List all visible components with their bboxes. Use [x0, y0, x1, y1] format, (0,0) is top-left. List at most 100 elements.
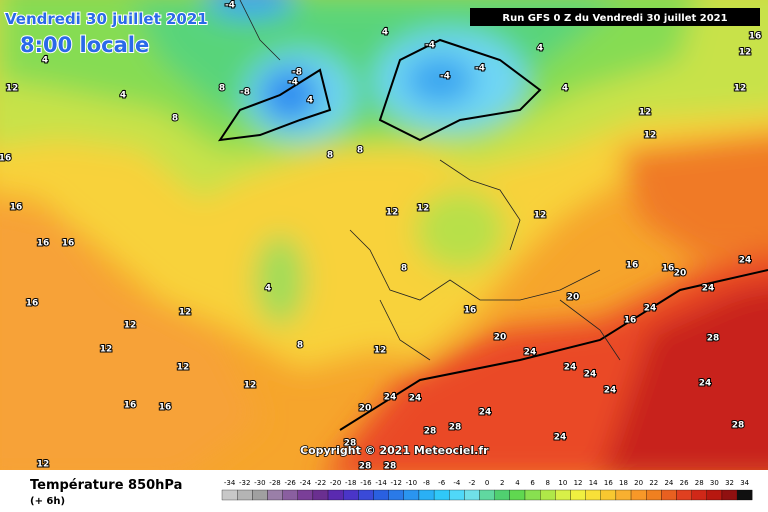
contour-label: 12: [100, 345, 113, 355]
colorbar-tick-label: -10: [406, 479, 417, 487]
colorbar-swatch: [449, 489, 465, 501]
contour-label: 24: [479, 408, 492, 418]
colorbar-tick-label: -16: [360, 479, 372, 487]
contour-label: 24: [409, 394, 422, 404]
contour-label: 16: [124, 401, 137, 411]
colorbar-swatch: [343, 489, 359, 501]
contour-label: 16: [159, 403, 172, 413]
colorbar-tick-label: -18: [345, 479, 356, 487]
colorbar-swatch: [736, 489, 753, 501]
contour-label: -4: [225, 1, 235, 11]
colorbar-tick-label: 18: [619, 479, 628, 487]
colorbar-tick-label: 14: [589, 479, 598, 487]
colorbar-tick-label: -20: [330, 479, 341, 487]
contour-label: -8: [292, 68, 302, 78]
colorbar-tick-label: 22: [649, 479, 658, 487]
colorbar-swatch: [676, 489, 692, 501]
colorbar-swatch: [267, 489, 283, 501]
colorbar-tick-label: -28: [269, 479, 280, 487]
run-box: [470, 8, 760, 26]
contour-label: 8: [219, 84, 225, 94]
legend-subtitle: (+ 6h): [30, 496, 65, 507]
colorbar-tick-label: -6: [438, 479, 446, 487]
colorbar-swatch: [661, 489, 677, 501]
contour-label: 16: [624, 316, 637, 326]
colorbar-swatch: [433, 489, 450, 501]
colorbar-swatch: [418, 489, 435, 501]
colorbar-swatch: [479, 489, 495, 501]
contour-label: 12: [386, 208, 399, 218]
contour-label: 20: [494, 333, 507, 343]
colorbar-tick-label: -26: [284, 479, 296, 487]
contour-label: 12: [417, 204, 430, 214]
colorbar-tick-label: -24: [300, 479, 312, 487]
colorbar-tick-label: 4: [515, 479, 520, 487]
contour-label: 16: [749, 32, 762, 42]
colorbar-swatch: [706, 489, 723, 501]
colorbar-tick-label: -12: [391, 479, 402, 487]
colorbar-tick-label: 34: [740, 479, 749, 487]
colorbar-swatch: [646, 489, 662, 501]
colorbar-tick-label: -32: [239, 479, 250, 487]
colorbar-swatch: [524, 489, 541, 501]
contour-label: 24: [644, 304, 657, 314]
contour-label: -4: [288, 78, 298, 88]
colorbar-tick-label: 30: [710, 479, 719, 487]
colorbar-swatch: [615, 489, 632, 501]
colorbar-swatch: [691, 489, 707, 501]
colorbar-swatch: [236, 489, 253, 501]
contour-label: 4: [265, 284, 271, 294]
contour-label: 12: [179, 308, 192, 318]
colorbar-tick-label: 10: [558, 479, 567, 487]
colorbar-swatch: [327, 489, 344, 501]
contour-label: 28: [449, 423, 462, 433]
contour-label: 16: [464, 306, 477, 316]
contour-label: 12: [639, 108, 652, 118]
contour-label: 4: [382, 28, 388, 38]
colorbar: -34 -32 -30 -28 -26 -24 -22 -20 -18 -16 -14 -12 -10-…: [221, 479, 753, 501]
contour-label: 16: [62, 239, 75, 249]
contour-label: 28: [732, 421, 745, 431]
contour-label: 4: [42, 56, 48, 66]
contour-label: 4: [120, 91, 126, 101]
colorbar-tick-label: 24: [664, 479, 673, 487]
colorbar-swatch: [312, 489, 329, 501]
contour-label: 24: [584, 370, 597, 380]
forecast-date: Vendredi 30 juillet 2021: [5, 10, 208, 28]
contour-label: 8: [357, 146, 363, 156]
map: [0, 0, 768, 470]
colorbar-tick-label: -22: [315, 479, 326, 487]
colorbar-tick-label: -4: [453, 479, 461, 487]
contour-label: 28: [384, 462, 397, 472]
contour-label: 12: [734, 84, 747, 94]
colorbar-swatch: [570, 489, 586, 501]
colorbar-tick-label: 12: [574, 479, 583, 487]
contour-label: 12: [644, 131, 657, 141]
contour-label: 16: [37, 239, 50, 249]
contour-label: 20: [359, 404, 372, 414]
contour-label: 4: [537, 44, 543, 54]
contour-label: 12: [534, 211, 547, 221]
colorbar-tick-label: -34: [224, 479, 236, 487]
contour-label: 12: [739, 48, 752, 58]
contour-label: 8: [327, 151, 333, 161]
contour-label: 12: [177, 363, 190, 373]
colorbar-swatch: [555, 489, 571, 501]
contour-label: 12: [6, 84, 19, 94]
contour-label: 8: [401, 264, 407, 274]
contour-label: 4: [307, 96, 313, 106]
contour-label: 24: [554, 433, 567, 443]
colorbar-tick-label: 32: [725, 479, 734, 487]
contour-label: 20: [567, 293, 580, 303]
colorbar-tick-label: -8: [423, 479, 430, 487]
colorbar-swatch: [297, 489, 314, 501]
colorbar-swatch: [388, 489, 404, 501]
colorbar-tick-label: 0: [485, 479, 489, 487]
contour-label: -4: [425, 41, 435, 51]
contour-label: 12: [124, 321, 137, 331]
contour-label: 24: [702, 284, 715, 294]
contour-label: 16: [0, 154, 11, 164]
forecast-time: 8:00 locale: [20, 33, 149, 57]
